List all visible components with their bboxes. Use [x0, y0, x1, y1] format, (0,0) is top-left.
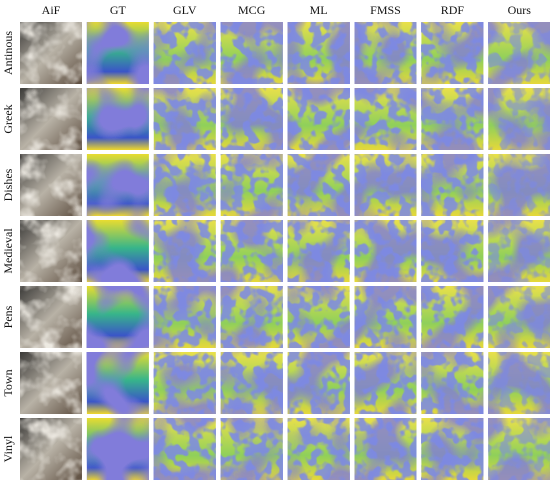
column-header: RDF	[441, 3, 465, 17]
depth-estimate-noise	[287, 22, 350, 84]
column-header: GLV	[173, 3, 197, 17]
depth-estimate-noise	[421, 154, 484, 216]
input-image-texture	[20, 22, 82, 84]
depth-estimate-noise	[354, 418, 417, 480]
depth-estimate-noise	[421, 418, 484, 480]
depth-estimate-noise	[153, 88, 216, 150]
ground-truth-shape	[86, 220, 149, 282]
row-label: Town	[1, 369, 15, 396]
column-header: Ours	[508, 3, 532, 17]
depth-estimate-noise	[153, 220, 216, 282]
depth-estimate-noise	[287, 220, 350, 282]
depth-estimate-noise	[153, 286, 216, 348]
depth-estimate-noise	[421, 88, 484, 150]
row-label: Medieval	[1, 228, 15, 274]
row-label: Vinyl	[1, 435, 15, 462]
depth-estimate-noise	[220, 88, 283, 150]
depth-estimate-noise	[220, 352, 283, 414]
input-image-texture	[20, 154, 82, 216]
depth-estimate-noise	[287, 88, 350, 150]
ground-truth-shape	[86, 154, 149, 216]
depth-estimate-noise	[488, 220, 550, 282]
column-header: GT	[110, 3, 127, 17]
input-image-texture	[20, 88, 82, 150]
column-header: ML	[310, 3, 328, 17]
depth-estimate-noise	[153, 22, 216, 84]
depth-estimate-noise	[287, 352, 350, 414]
ground-truth-shape	[86, 352, 149, 414]
depth-estimate-noise	[488, 22, 550, 84]
depth-estimate-noise	[220, 220, 283, 282]
depth-estimate-noise	[421, 22, 484, 84]
depth-estimate-noise	[354, 352, 417, 414]
input-image-texture	[20, 286, 82, 348]
column-header: AiF	[42, 3, 61, 17]
ground-truth-shape	[86, 22, 149, 84]
ground-truth-shape	[86, 286, 149, 348]
depth-estimate-noise	[488, 418, 550, 480]
input-image-texture	[20, 352, 82, 414]
depth-estimate-noise	[153, 352, 216, 414]
input-image-texture	[20, 220, 82, 282]
depth-estimate-noise	[488, 154, 550, 216]
row-label: Dishes	[1, 168, 15, 201]
depth-estimate-noise	[421, 220, 484, 282]
depth-estimate-noise	[220, 418, 283, 480]
depth-estimate-noise	[354, 220, 417, 282]
depth-estimate-noise	[287, 418, 350, 480]
column-header: MCG	[238, 3, 266, 17]
row-label: Pens	[1, 305, 15, 328]
ground-truth-shape	[86, 418, 149, 480]
depth-estimate-noise	[220, 286, 283, 348]
ground-truth-shape	[86, 88, 149, 150]
depth-estimate-noise	[153, 418, 216, 480]
depth-estimate-noise	[354, 154, 417, 216]
depth-estimate-noise	[287, 154, 350, 216]
depth-estimate-noise	[354, 286, 417, 348]
depth-estimate-noise	[488, 352, 550, 414]
input-image-texture	[20, 418, 82, 480]
depth-estimate-noise	[354, 88, 417, 150]
depth-estimate-noise	[421, 352, 484, 414]
depth-estimate-noise	[354, 22, 417, 84]
depth-estimate-noise	[220, 22, 283, 84]
column-header: FMSS	[370, 3, 401, 17]
depth-estimate-noise	[153, 154, 216, 216]
row-label: Antinous	[1, 31, 15, 75]
depth-estimate-noise	[287, 286, 350, 348]
depth-estimate-noise	[421, 286, 484, 348]
row-label: Greek	[1, 104, 15, 133]
depth-estimate-noise	[488, 88, 550, 150]
depth-estimate-noise	[488, 286, 550, 348]
depth-estimate-noise	[220, 154, 283, 216]
